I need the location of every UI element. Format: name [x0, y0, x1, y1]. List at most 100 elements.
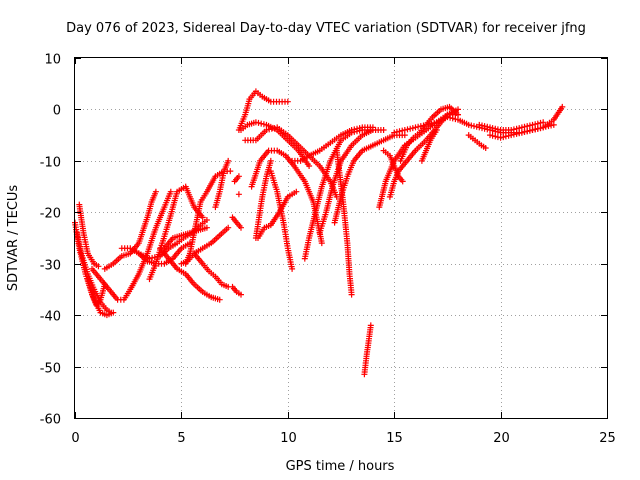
data-series-arc-11	[161, 224, 210, 252]
data-point	[225, 157, 232, 164]
data-point	[409, 125, 416, 132]
data-point	[559, 103, 566, 110]
data-point	[110, 309, 117, 316]
data-point	[289, 265, 296, 272]
data-point	[380, 127, 387, 133]
data-point	[542, 123, 549, 130]
data-point	[152, 188, 159, 195]
grid-lines	[75, 58, 607, 418]
data-point	[482, 145, 489, 151]
data-point	[216, 296, 223, 303]
data-point	[401, 132, 408, 139]
data-series-arc-17	[229, 214, 244, 231]
data-point	[348, 129, 355, 136]
x-axis-label: GPS time / hours	[286, 459, 395, 474]
data-point	[455, 111, 461, 118]
data-point	[396, 128, 403, 135]
data-point	[415, 123, 422, 130]
data-series-arc-29	[316, 127, 387, 236]
data-series-arc-24	[252, 157, 274, 241]
x-tick-label: 25	[599, 431, 616, 446]
data-point	[238, 224, 244, 231]
data-point	[284, 98, 291, 105]
data-series-arc-35	[380, 147, 406, 185]
data-series-arc-15	[212, 157, 232, 211]
data-series-arc-4	[84, 276, 117, 319]
data-point	[471, 123, 477, 130]
data-point	[318, 240, 325, 247]
data-series-arc-30	[333, 147, 355, 298]
data-series-arc-40	[487, 121, 557, 141]
data-series-arc-41	[476, 119, 547, 133]
data-point	[521, 123, 528, 130]
data-point	[238, 291, 244, 298]
y-tick-label: -30	[40, 259, 61, 274]
chart-title: Day 076 of 2023, Sidereal Day-to-day VTE…	[66, 21, 586, 36]
data-point	[95, 263, 102, 270]
data-point	[235, 191, 242, 198]
data-series-arc-14	[191, 250, 232, 290]
y-tick-label: -50	[40, 362, 61, 377]
data-point	[227, 168, 234, 175]
y-tick-label: -40	[40, 310, 61, 325]
data-series-arc-6	[101, 188, 159, 272]
data-series-arc-19	[235, 191, 242, 198]
data-series-arc-25	[267, 168, 296, 272]
data-point	[271, 125, 278, 132]
y-axis-label: SDTVAR / TECUs	[6, 185, 21, 292]
data-point	[510, 126, 517, 133]
data-point	[199, 214, 206, 221]
data-point	[306, 163, 313, 169]
data-series-arc-21	[238, 119, 313, 169]
data-series-arc-36	[397, 103, 461, 164]
data-point	[534, 120, 541, 127]
data-series-arc-20	[235, 88, 291, 133]
data-point	[225, 224, 232, 231]
x-tick-label: 20	[493, 431, 510, 446]
data-point	[455, 106, 461, 113]
data-point	[203, 224, 210, 231]
data-point	[399, 178, 406, 185]
data-point	[449, 115, 456, 122]
data-series-arc-16	[229, 283, 244, 298]
y-tick-label: -10	[40, 156, 61, 171]
data-series-arc-10	[157, 245, 223, 303]
data-point	[516, 125, 523, 132]
data-series-arc-13	[182, 168, 234, 267]
data-series-arc-18	[231, 173, 242, 185]
x-tick-label: 0	[71, 431, 79, 446]
y-tick-label: -20	[40, 207, 61, 222]
data-series-arc-32	[361, 322, 374, 378]
data-point	[524, 128, 531, 135]
data-point	[481, 123, 488, 130]
data-point	[550, 121, 557, 128]
data-point	[235, 173, 242, 180]
data-point	[348, 291, 355, 298]
data-series-arc-39	[465, 132, 489, 151]
axis-ticks: 0 5 10 15 20 25 10 0 -10 -20 -30 -40 -50 -60	[40, 53, 616, 447]
data-point	[444, 114, 451, 121]
y-tick-label: 10	[44, 53, 61, 68]
data-point	[433, 127, 440, 133]
plot-area	[72, 88, 566, 378]
data-point	[537, 125, 544, 132]
data-series-arc-37	[418, 127, 440, 164]
data-point	[404, 126, 411, 133]
data-point	[255, 119, 262, 126]
x-tick-label: 10	[280, 431, 297, 446]
data-point	[203, 217, 210, 223]
data-point	[513, 130, 520, 137]
data-point	[540, 119, 547, 126]
x-tick-label: 5	[177, 431, 185, 446]
data-point	[529, 121, 536, 128]
x-tick-label: 15	[386, 431, 403, 446]
y-tick-label: 0	[53, 104, 61, 119]
data-point	[267, 157, 274, 164]
data-point	[428, 120, 435, 127]
plot-frame	[74, 57, 608, 419]
data-point	[391, 129, 398, 136]
data-point	[167, 188, 174, 195]
data-point	[293, 188, 300, 195]
